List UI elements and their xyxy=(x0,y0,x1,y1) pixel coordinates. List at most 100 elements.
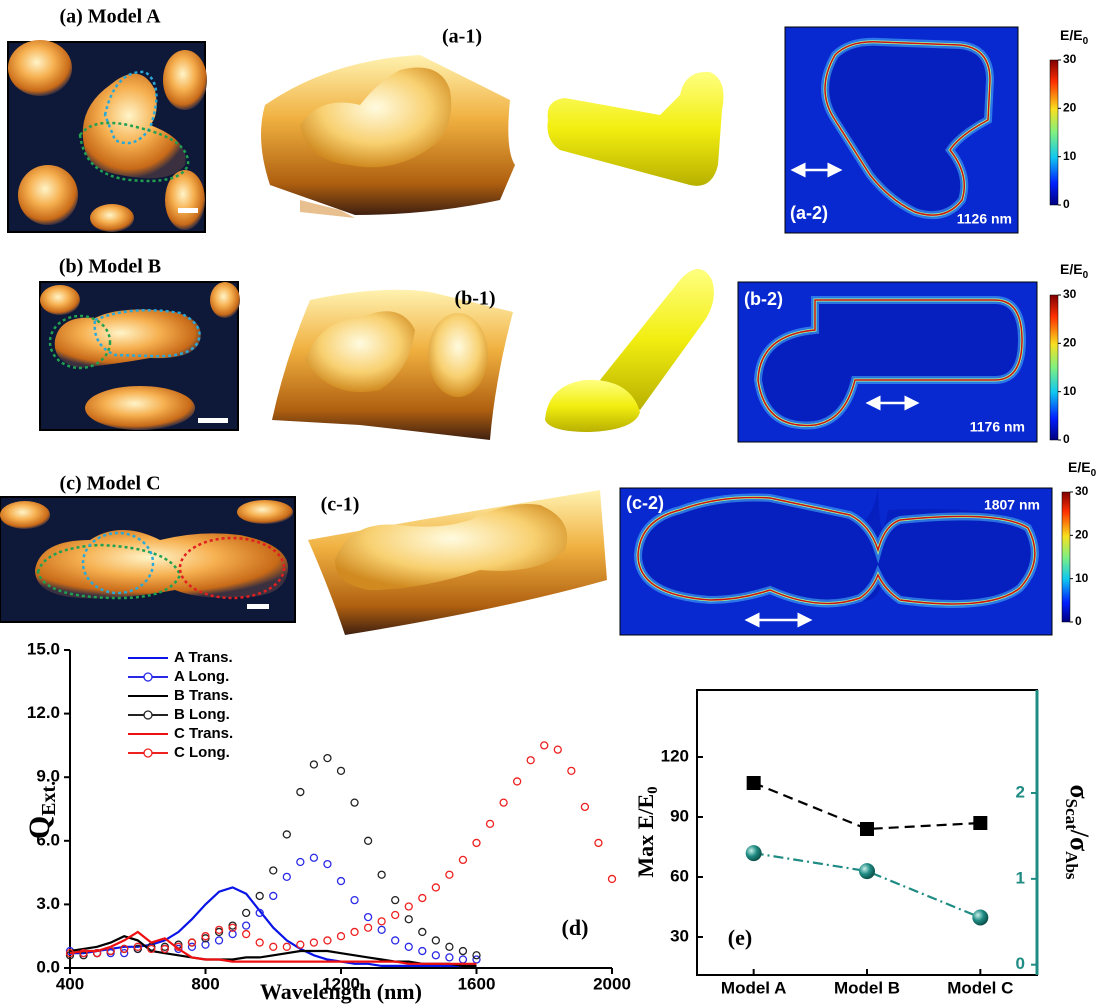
data-point xyxy=(283,873,290,880)
colorbar-tick-label: 20 xyxy=(1063,336,1077,350)
colorbar-tick-label: 10 xyxy=(1063,149,1077,163)
legend-marker xyxy=(144,711,152,719)
data-point xyxy=(459,948,466,955)
colorbar-title-sub: 0 xyxy=(1083,36,1089,47)
data-point xyxy=(419,928,426,935)
y-axis-label-main: Q xyxy=(23,816,56,839)
data-point xyxy=(324,755,331,762)
data-point xyxy=(310,939,317,946)
data-point xyxy=(297,789,304,796)
colorbar-title: E/E0 xyxy=(1060,261,1089,281)
data-point xyxy=(256,939,263,946)
colorbar-title-main: E/E xyxy=(1060,261,1083,277)
data-point xyxy=(459,956,466,963)
data-point xyxy=(297,859,304,866)
data-point xyxy=(297,941,304,948)
data-point xyxy=(188,939,195,946)
data-point xyxy=(432,937,439,944)
data-point xyxy=(378,871,385,878)
data-point xyxy=(338,933,345,940)
data-point xyxy=(378,926,385,933)
legend-label: C Long. xyxy=(174,744,230,761)
data-point xyxy=(351,799,358,806)
data-point xyxy=(972,909,988,925)
page: (a) Model A (a-1) (a-2) 1126 nm (b) Mode… xyxy=(0,0,1102,1005)
y-axis-label-main: Max E/E xyxy=(633,794,658,878)
panel-label: (a-2) xyxy=(790,203,828,223)
data-point xyxy=(243,909,250,916)
data-point xyxy=(324,861,331,868)
x-tick-label: 2000 xyxy=(593,974,631,993)
colorbar-tick-label: 10 xyxy=(1075,571,1089,585)
y-axis-label: QExt. xyxy=(23,781,60,839)
data-point xyxy=(527,757,534,764)
y2-axis-label: σScat/σAbs xyxy=(1062,784,1094,879)
y-axis-label-sub: 0 xyxy=(645,786,661,794)
panel-label: (c-1) xyxy=(321,494,360,516)
data-point xyxy=(500,799,507,806)
data-point xyxy=(419,895,426,902)
legend-label: B Trans. xyxy=(174,687,233,704)
wavelength-label: 1807 nm xyxy=(984,497,1040,513)
colorbar-tick-label: 0 xyxy=(1063,197,1070,211)
data-point xyxy=(338,878,345,885)
y-tick-label: 60 xyxy=(670,866,689,885)
model-3d-b xyxy=(545,269,714,432)
colorbar xyxy=(1050,60,1058,205)
legend-label: B Long. xyxy=(174,706,230,723)
y2-axis-label-part: /σ xyxy=(1065,829,1094,851)
y2-tick-label: 1 xyxy=(1016,868,1025,887)
colorbar-title: E/E0 xyxy=(1068,459,1097,479)
y-tick-label: 90 xyxy=(670,806,689,825)
data-point xyxy=(310,854,317,861)
data-point xyxy=(270,943,277,950)
data-point xyxy=(581,803,588,810)
data-point xyxy=(446,954,453,961)
data-point xyxy=(283,943,290,950)
data-point xyxy=(541,742,548,749)
data-point xyxy=(243,922,250,929)
afm-image-a xyxy=(8,40,207,232)
y-tick-label: 30 xyxy=(670,926,689,945)
data-point xyxy=(554,746,561,753)
figure: (a) Model A (a-1) (a-2) 1126 nm (b) Mode… xyxy=(0,0,1102,1005)
y2-axis-label-part: Scat xyxy=(1062,799,1081,831)
data-point xyxy=(392,912,399,919)
panel-label: (e) xyxy=(728,925,752,950)
data-point xyxy=(595,839,602,846)
y-tick-label: 3.0 xyxy=(36,894,60,913)
data-point xyxy=(747,776,761,790)
y-tick-label: 15.0 xyxy=(27,639,60,658)
data-point xyxy=(473,952,480,959)
colorbar-tick-label: 30 xyxy=(1063,52,1077,66)
data-point xyxy=(973,816,987,830)
data-point xyxy=(459,856,466,863)
data-point xyxy=(609,875,616,882)
data-point xyxy=(405,916,412,923)
data-point xyxy=(351,897,358,904)
data-point xyxy=(243,931,250,938)
colorbar-tick-label: 20 xyxy=(1063,101,1077,115)
colorbar-title-sub: 0 xyxy=(1091,468,1097,479)
data-point xyxy=(365,914,372,921)
legend-label: C Trans. xyxy=(174,725,233,742)
x-tick-label: Model C xyxy=(947,978,1013,997)
colorbar-tick-label: 30 xyxy=(1075,484,1089,498)
colorbar-tick-label: 30 xyxy=(1063,287,1077,301)
x-tick-label: 1600 xyxy=(458,974,496,993)
colorbar-tick-label: 0 xyxy=(1063,432,1070,446)
panel-label: (d) xyxy=(562,915,589,940)
data-point xyxy=(446,871,453,878)
x-axis-label: Wavelength (nm) xyxy=(260,979,422,1004)
data-point xyxy=(256,892,263,899)
data-point xyxy=(487,820,494,827)
data-point xyxy=(324,937,331,944)
data-point xyxy=(568,767,575,774)
panel-label: (b-1) xyxy=(454,288,495,310)
afm-3d-b xyxy=(272,290,513,440)
afm-3d-a xyxy=(261,55,515,218)
panel-label: (c-2) xyxy=(626,493,664,513)
y2-tick-label: 2 xyxy=(1016,782,1025,801)
colorbar xyxy=(1050,295,1058,440)
x-tick-label: Model B xyxy=(834,978,900,997)
